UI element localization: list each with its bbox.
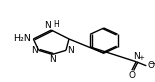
Text: O: O — [128, 71, 135, 80]
Text: +: + — [138, 55, 144, 62]
Text: N: N — [31, 46, 38, 55]
Text: N: N — [133, 52, 140, 61]
Text: −: − — [148, 59, 155, 68]
Text: H₂N: H₂N — [13, 34, 31, 43]
Text: N: N — [44, 21, 51, 30]
Text: N: N — [67, 46, 73, 55]
Text: H: H — [53, 20, 58, 29]
Text: O: O — [147, 61, 154, 70]
Text: N: N — [49, 55, 56, 64]
